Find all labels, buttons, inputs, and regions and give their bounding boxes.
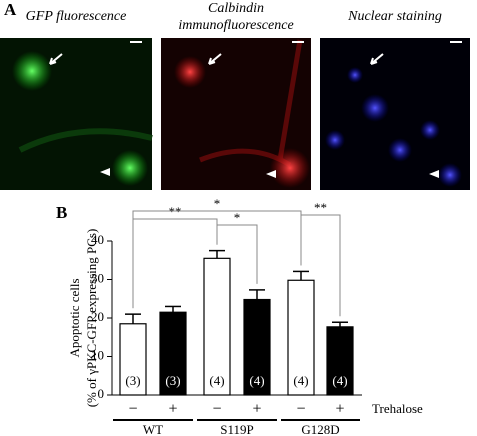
image-nuclear <box>320 38 470 190</box>
image-title: immunofluorescence <box>178 18 293 33</box>
significance-label: * <box>214 196 221 211</box>
category-title: Trehalose <box>372 401 423 416</box>
n-label: (4) <box>293 373 308 388</box>
image-calbindin <box>161 38 311 190</box>
n-label: (3) <box>125 373 140 388</box>
significance-label: * <box>234 210 241 225</box>
significance-bracket <box>216 224 258 284</box>
x-tick-label: + <box>335 401 344 418</box>
x-tick-label: + <box>252 401 261 418</box>
bar <box>287 279 315 396</box>
group-label: WT <box>143 422 163 436</box>
y-axis-label: Apoptotic cells <box>67 278 82 357</box>
x-tick-label: + <box>168 401 177 418</box>
y-tick-label: 30 <box>91 270 104 285</box>
y-tick-label: 40 <box>91 232 104 247</box>
y-tick-label: 0 <box>98 386 105 401</box>
n-label: (3) <box>165 373 180 388</box>
panel-label: A <box>4 0 17 19</box>
image-title: Nuclear staining <box>347 9 442 24</box>
n-label: (4) <box>249 373 264 388</box>
y-axis-label: (% of γPKC-GFP expressing PCs) <box>84 229 99 408</box>
n-label: (4) <box>332 373 347 388</box>
x-tick-label: − <box>212 401 221 418</box>
bar <box>203 257 231 396</box>
image-title: GFP fluorescence <box>26 9 127 24</box>
significance-label: ** <box>314 200 327 215</box>
x-tick-label: − <box>296 401 305 418</box>
bar <box>119 323 147 396</box>
group-label: S119P <box>220 422 253 436</box>
bar <box>326 326 354 396</box>
panel-label: B <box>56 203 67 222</box>
bar <box>159 311 187 396</box>
image-gfp <box>0 38 153 190</box>
significance-bracket <box>300 214 341 317</box>
n-label: (4) <box>209 373 224 388</box>
y-tick-label: 10 <box>91 347 104 362</box>
y-tick-label: 20 <box>91 309 104 324</box>
x-tick-label: − <box>128 401 137 418</box>
bar <box>243 298 271 396</box>
group-label: G128D <box>301 422 339 436</box>
image-title: Calbindin <box>208 1 264 16</box>
